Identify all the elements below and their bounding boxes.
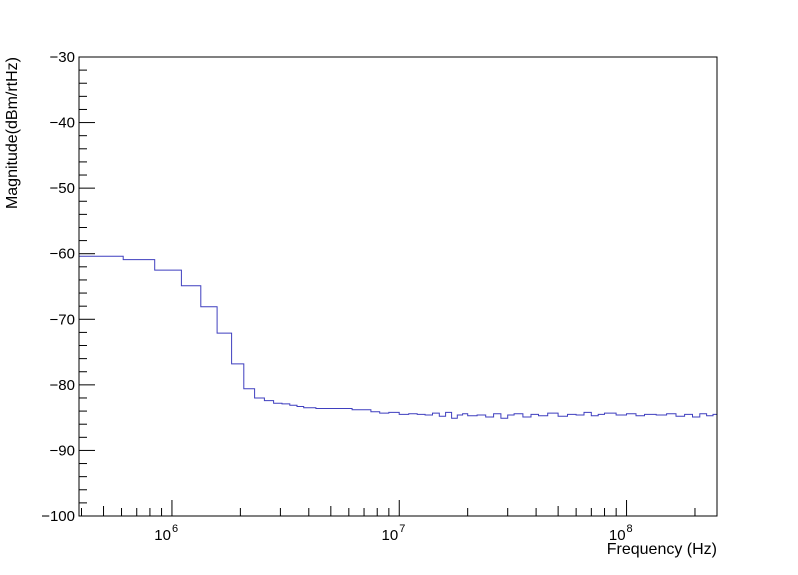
x-tick-label: 10 7 bbox=[382, 523, 406, 544]
x-axis: 10 6 10 7 10 8 bbox=[80, 500, 696, 544]
x-tick-label-base: 10 bbox=[154, 527, 171, 544]
y-tick-label: −60 bbox=[50, 246, 75, 263]
y-tick-label: −70 bbox=[50, 311, 75, 328]
y-tick-label: −40 bbox=[50, 115, 75, 132]
y-tick-label: −90 bbox=[50, 442, 75, 459]
plot-frame bbox=[78, 56, 718, 517]
y-tick-label: −50 bbox=[50, 180, 75, 197]
series-line bbox=[79, 255, 718, 419]
x-tick-label: 10 8 bbox=[609, 523, 633, 544]
y-tick-label: −30 bbox=[50, 49, 75, 66]
y-tick-label: −100 bbox=[41, 508, 75, 525]
y-tick-label: −80 bbox=[50, 377, 75, 394]
x-tick-label-exponent: 7 bbox=[399, 523, 405, 535]
x-tick-label-exponent: 8 bbox=[627, 523, 633, 535]
x-tick-label-exponent: 6 bbox=[172, 523, 178, 535]
x-tick-label: 10 6 bbox=[154, 523, 178, 544]
y-axis: −30 −40 −50 −60 −70 −80 −90 −100 bbox=[41, 49, 95, 525]
y-axis-title: Magnitude(dBm/rtHz) bbox=[4, 57, 21, 209]
x-axis-title: Frequency (Hz) bbox=[607, 541, 717, 558]
x-tick-label-base: 10 bbox=[382, 527, 399, 544]
x-tick-label-base: 10 bbox=[609, 527, 626, 544]
